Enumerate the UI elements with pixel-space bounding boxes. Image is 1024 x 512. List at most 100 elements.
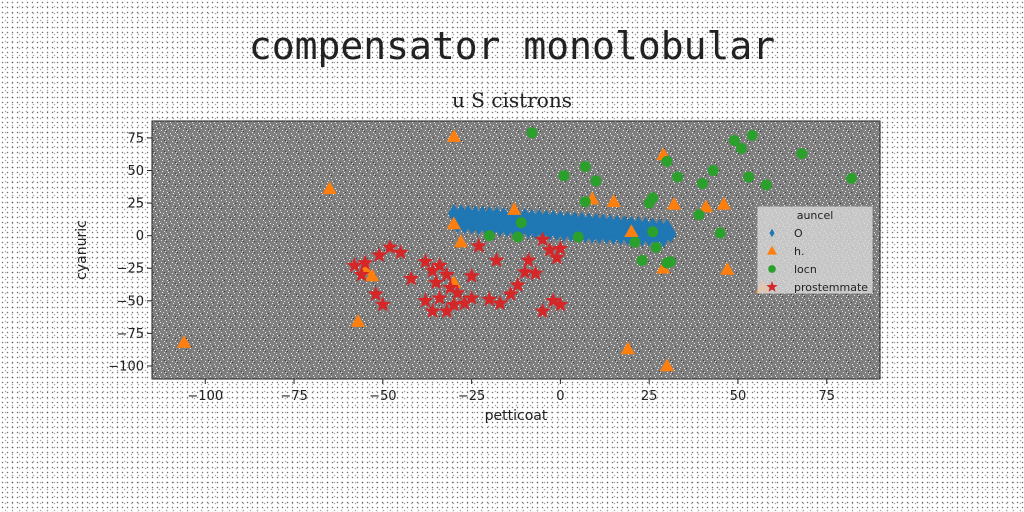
data-point xyxy=(176,335,192,348)
data-point xyxy=(509,276,526,293)
data-point xyxy=(629,236,641,248)
y-tick-label: −75 xyxy=(117,327,144,342)
y-tick-label: 0 xyxy=(136,229,144,244)
data-point xyxy=(698,199,714,213)
legend-label: locn xyxy=(794,263,817,276)
x-tick-label: −50 xyxy=(369,389,396,404)
x-axis-label: petticoat xyxy=(484,408,548,424)
data-point xyxy=(374,296,391,312)
x-tick-label: 75 xyxy=(818,389,835,404)
data-point xyxy=(846,172,858,184)
data-point xyxy=(606,194,621,208)
data-point xyxy=(424,262,441,278)
data-point xyxy=(529,220,542,240)
data-point xyxy=(356,254,374,270)
data-point xyxy=(716,196,731,210)
data-point xyxy=(647,226,659,238)
data-point xyxy=(456,294,473,311)
data-point xyxy=(463,267,480,283)
legend-label: prostemmate xyxy=(794,281,868,294)
legend-marker xyxy=(766,281,778,292)
legend-marker xyxy=(769,228,775,238)
data-point xyxy=(526,127,538,139)
data-point xyxy=(465,215,478,235)
data-point xyxy=(650,241,662,253)
data-point xyxy=(572,231,584,243)
data-point xyxy=(438,266,455,282)
data-point xyxy=(446,129,461,142)
data-point xyxy=(488,251,505,268)
data-point xyxy=(746,129,758,141)
data-point xyxy=(491,294,509,311)
data-point xyxy=(659,358,675,372)
data-point xyxy=(720,262,735,275)
series-3 xyxy=(346,231,569,319)
data-point xyxy=(365,268,380,282)
data-point xyxy=(615,226,627,246)
data-point xyxy=(593,225,606,245)
data-point xyxy=(381,238,399,255)
data-point xyxy=(515,217,527,229)
data-point xyxy=(536,221,549,241)
data-point xyxy=(431,257,448,273)
legend-label: O xyxy=(794,227,803,240)
data-point xyxy=(607,225,620,246)
x-tick-label: −75 xyxy=(280,389,307,404)
data-point xyxy=(551,222,563,242)
data-point xyxy=(392,244,409,260)
data-point xyxy=(346,257,363,273)
data-point xyxy=(728,135,740,147)
data-point xyxy=(501,218,513,238)
data-point xyxy=(472,216,485,236)
data-point xyxy=(579,196,591,208)
data-point xyxy=(796,148,808,160)
legend-label: h. xyxy=(794,245,804,258)
data-point xyxy=(516,263,533,280)
x-tick-label: −100 xyxy=(187,389,223,404)
x-tick-label: −25 xyxy=(458,389,485,404)
data-point xyxy=(428,274,445,290)
data-point xyxy=(520,251,537,268)
data-point xyxy=(445,296,462,312)
data-point xyxy=(707,165,719,177)
data-point xyxy=(417,253,434,269)
data-point xyxy=(481,291,498,307)
y-tick-label: 75 xyxy=(127,131,144,146)
data-point xyxy=(446,216,461,230)
legend-marker xyxy=(767,245,777,255)
x-tick-label: 50 xyxy=(730,389,747,404)
data-point xyxy=(371,246,388,263)
data-point xyxy=(620,341,635,355)
data-point xyxy=(636,254,648,266)
data-point xyxy=(548,249,565,265)
x-tick-label: 0 xyxy=(556,389,564,404)
legend-title: auncel xyxy=(797,209,834,222)
data-point xyxy=(527,264,544,281)
data-point xyxy=(507,202,522,215)
data-point xyxy=(470,237,487,253)
data-point xyxy=(512,231,524,243)
data-point xyxy=(743,171,755,183)
data-point xyxy=(502,285,519,302)
data-point xyxy=(424,302,441,319)
data-point xyxy=(552,240,569,256)
series-2 xyxy=(483,127,858,269)
y-tick-label: −25 xyxy=(117,262,144,277)
data-point xyxy=(431,289,448,306)
data-point xyxy=(600,225,613,245)
data-point xyxy=(624,224,639,238)
data-point xyxy=(664,256,676,268)
data-point xyxy=(417,292,434,308)
data-point xyxy=(647,192,659,204)
data-point xyxy=(579,161,591,173)
data-point xyxy=(463,289,480,306)
data-point xyxy=(353,266,370,282)
data-point xyxy=(438,302,455,319)
data-point xyxy=(590,175,602,187)
data-point xyxy=(664,224,677,244)
figure-title: compensator monolobular xyxy=(248,24,776,68)
data-point xyxy=(350,314,366,327)
data-point xyxy=(458,214,471,235)
data-point xyxy=(534,231,551,247)
